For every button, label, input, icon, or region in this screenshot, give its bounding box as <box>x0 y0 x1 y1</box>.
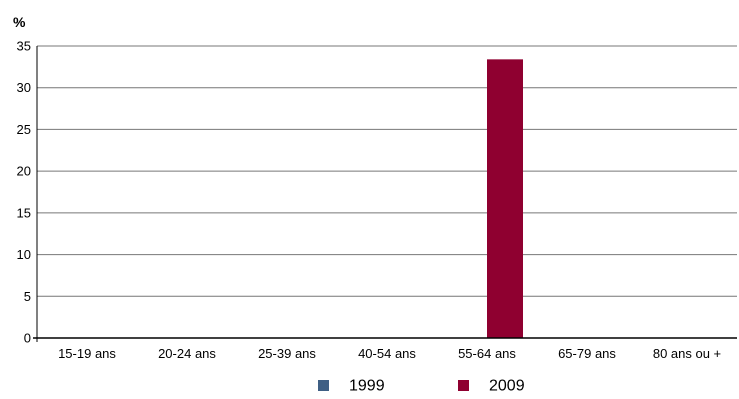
x-axis-ticks: 15-19 ans 20-24 ans 25-39 ans 40-54 ans 55-6… <box>58 346 721 361</box>
x-tick-label: 55-64 ans <box>458 346 516 361</box>
y-tick-label: 5 <box>24 289 31 304</box>
x-tick-label: 40-54 ans <box>358 346 416 361</box>
x-tick-label: 80 ans ou + <box>653 346 721 361</box>
y-tick-label: 10 <box>17 247 31 262</box>
y-tick-label: 20 <box>17 164 31 179</box>
y-tick-label: 35 <box>17 39 31 54</box>
bars <box>487 59 523 338</box>
legend-swatch-1999 <box>318 380 329 391</box>
gridlines <box>37 45 737 297</box>
axes <box>33 46 737 342</box>
y-tick-label: 25 <box>17 122 31 137</box>
legend-swatch-2009 <box>458 380 469 391</box>
y-tick-label: 30 <box>17 80 31 95</box>
legend-label-1999: 1999 <box>349 378 385 395</box>
y-tick-label: 0 <box>24 331 31 346</box>
x-tick-label: 65-79 ans <box>558 346 616 361</box>
y-axis-unit-label: % <box>13 14 26 30</box>
bar-2009-55-64-ans <box>487 59 523 338</box>
y-axis-ticks: 0 5 10 15 20 25 30 35 <box>17 39 31 346</box>
x-tick-label: 20-24 ans <box>158 346 216 361</box>
x-tick-label: 25-39 ans <box>258 346 316 361</box>
y-tick-label: 15 <box>17 205 31 220</box>
legend: 1999 2009 <box>318 378 525 395</box>
x-tick-label: 15-19 ans <box>58 346 116 361</box>
legend-label-2009: 2009 <box>489 378 525 395</box>
